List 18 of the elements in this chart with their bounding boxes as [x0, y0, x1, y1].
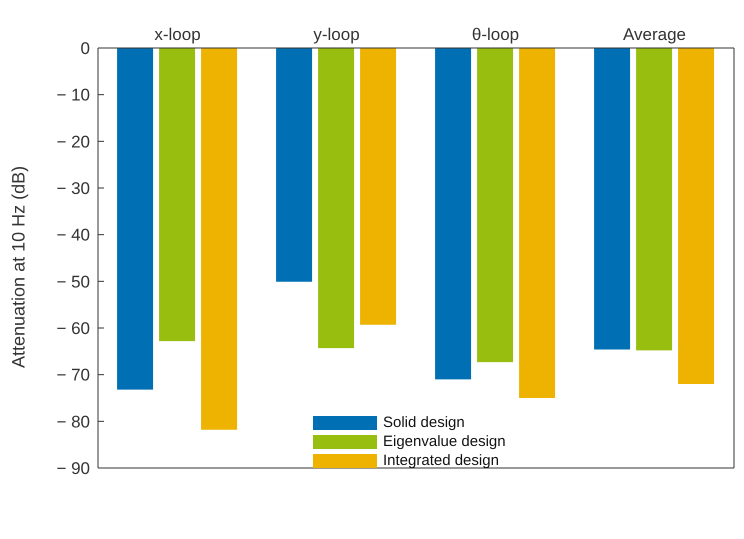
x-tick-label: θ-loop: [472, 25, 520, 44]
legend-label: Integrated design: [383, 452, 499, 469]
x-tick-label: x-loop: [154, 25, 201, 44]
y-tick-label: 0: [80, 39, 90, 58]
y-tick-label: − 30: [56, 179, 90, 198]
y-tick-label: − 60: [56, 319, 90, 338]
y-tick-label: − 50: [56, 272, 90, 292]
y-axis-title: Attenuation at 10 Hz (dB): [8, 166, 28, 368]
legend-label: Eigenvalue design: [383, 433, 506, 450]
y-tick-label: − 40: [56, 226, 90, 245]
y-tick-label: − 20: [56, 132, 90, 152]
y-tick-label: − 80: [56, 412, 90, 432]
legend-label: Solid design: [383, 414, 465, 431]
y-tick-label: − 90: [56, 459, 90, 478]
x-tick-label: y-loop: [313, 25, 360, 44]
x-tick-label: Average: [622, 25, 686, 44]
y-tick-label: − 10: [56, 86, 90, 105]
y-tick-label: − 70: [56, 366, 90, 385]
